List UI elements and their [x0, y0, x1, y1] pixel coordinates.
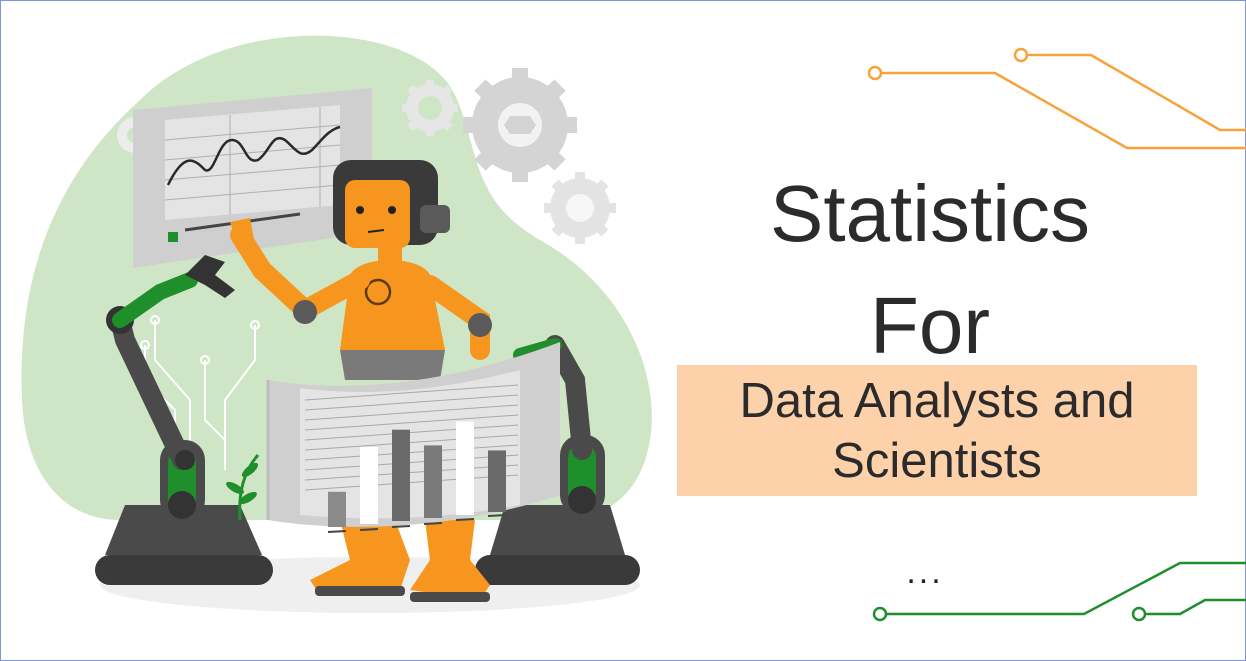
gear-icon: [402, 80, 458, 136]
background-traces: [140, 315, 260, 470]
screen-bar: [488, 450, 506, 512]
gear-icon: [463, 68, 577, 182]
screen-bar: [392, 429, 410, 521]
robotic-arm-left-icon: [95, 255, 273, 585]
screen-bar: [424, 445, 442, 518]
title-line-1: Statistics: [769, 169, 1091, 258]
title-line-2: For: [870, 281, 990, 370]
ellipsis-text: ...: [906, 553, 944, 591]
screen-bar: [456, 421, 474, 515]
bar-chart-screen: [266, 342, 560, 533]
screen-bar: [328, 491, 346, 527]
robot-icon: [230, 160, 492, 602]
subtitle-text: Data Analysts and Scientists: [739, 373, 1135, 488]
gear-icon: [544, 172, 616, 244]
plant-icon: [226, 454, 260, 521]
line-chart-screen: [133, 88, 372, 268]
screen-bar: [360, 447, 378, 524]
green-circuit-icon: [872, 561, 1246, 622]
orange-circuit-icon: [867, 47, 1246, 150]
robot-data-illustration: [21, 35, 652, 613]
subtitle-banner: Data Analysts and Scientists: [677, 365, 1197, 496]
